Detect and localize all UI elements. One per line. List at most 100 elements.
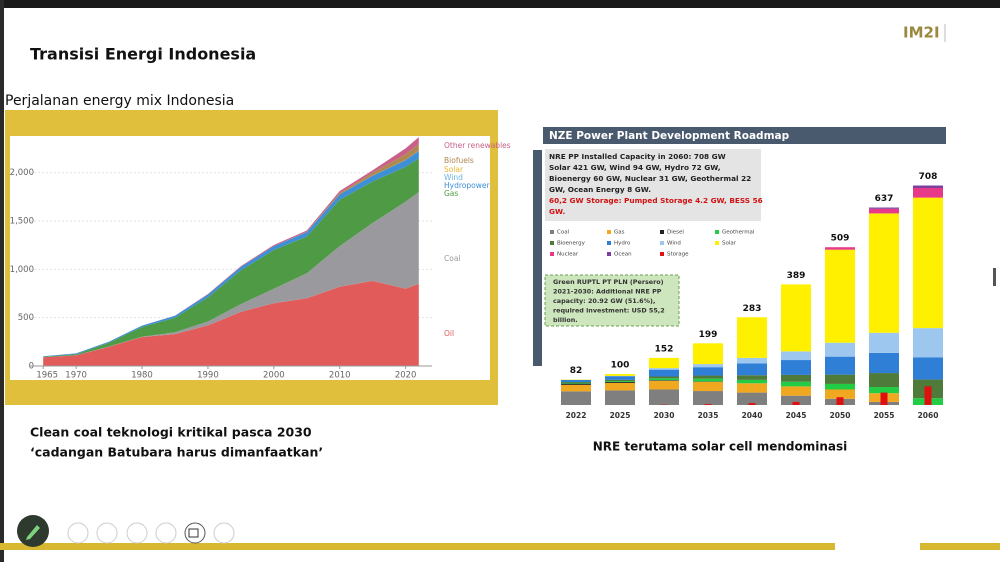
roadmap-chart: NRE PP Installed Capacity in 2060: 708 G… [549,152,943,420]
y-tick-label: 2,000 [10,168,34,178]
bar-segment [737,317,767,358]
energy-mix-chart: 05001,0001,5002,000196519701980199020002… [10,137,511,381]
bar-segment [825,389,855,399]
bar-segment [649,376,679,379]
legend-swatch [607,252,611,256]
ruptl-line: 2021-2030: Additional NRE PP [553,288,662,296]
legend-swatch [660,252,664,256]
area-series [43,280,419,366]
bar-segment [869,352,899,374]
bar-segment [693,364,723,368]
bar-segment [605,376,635,380]
storage-note: 60,2 GW Storage: Pumped Storage 4.2 GW, … [549,196,763,205]
legend-label: Nuclear [557,252,579,258]
bar-segment [561,391,591,405]
bar-segment [781,351,811,361]
bar-segment [869,387,899,394]
storage-bar [792,401,800,405]
y-tick-label: 1,500 [10,217,34,227]
ruptl-line: Green RUPTL PT PLN (Persero) [553,278,664,286]
bar-segment [649,368,679,370]
bar-segment [825,249,855,343]
x-tick-label: 1970 [65,371,87,381]
bottom-strip [920,543,1000,550]
total-label: 509 [831,234,850,244]
bar-segment [561,383,591,385]
bar-segment [869,208,899,214]
total-label: 199 [699,330,718,340]
bar-segment [913,197,943,329]
tool-button[interactable] [126,522,148,544]
bar-segment [825,383,855,390]
legend-label: Hydro [614,241,631,247]
x-tick-label: 2000 [263,371,285,381]
bar-segment [913,185,943,188]
pen-icon [26,525,40,540]
legend-label: Geothermal [722,230,755,236]
subtitle: Perjalanan energy mix Indonesia [5,93,234,109]
legend-swatch [607,241,611,245]
y-tick-label: 500 [18,313,34,323]
legend-label: Wind [667,241,681,247]
legend-swatch [715,241,719,245]
ruptl-line: capacity: 20.92 GW (51.6%), [553,297,655,305]
bar-segment [781,381,811,387]
right-caption: NRE terutama solar cell mendominasi [593,440,848,454]
x-tick-label: 1980 [131,371,153,381]
slide-title: Transisi Energi Indonesia [30,45,256,64]
x-tick-label: 2045 [786,411,807,420]
bar-segment [693,367,723,376]
legend-swatch [607,230,611,234]
bar-segment [605,390,635,405]
bar-segment [781,374,811,382]
total-label: 637 [875,194,894,204]
legend-label: Diesel [667,230,684,236]
total-label: 389 [787,271,806,281]
total-label: 708 [919,172,938,182]
bar-segment [737,363,767,376]
total-label: 283 [743,304,762,314]
tool-button[interactable] [213,522,235,544]
camera-button[interactable] [184,522,206,544]
bar-segment [825,356,855,375]
storage-bar [880,392,888,405]
tool-button[interactable] [67,522,89,544]
storage-bar [836,397,844,405]
bar-segment [737,379,767,384]
bar-segment [781,284,811,352]
tool-button[interactable] [155,522,177,544]
legend-swatch [715,230,719,234]
bottom-strip [0,543,835,550]
series-label: Oil [444,329,454,338]
series-label: Biofuels [444,156,474,165]
top-edge [0,0,1000,8]
bar-segment [737,375,767,380]
area-series [43,192,419,358]
info-line: Bioenergy 60 GW, Nuclear 31 GW, Geotherm… [549,174,751,183]
info-line: NRE PP Installed Capacity in 2060: 708 G… [549,152,726,161]
x-tick-label: 2022 [566,411,587,420]
logo: IM2I [903,24,940,42]
bar-segment [605,379,635,382]
bar-segment [781,395,811,405]
x-tick-label: 2030 [654,411,675,420]
tool-button[interactable] [96,522,118,544]
bar-segment [825,342,855,357]
decor-bar [533,150,542,366]
x-tick-label: 2060 [918,411,939,420]
info-box [545,149,761,221]
x-tick-label: 2020 [395,371,417,381]
legend-swatch [550,241,554,245]
series-label: Other renewables [444,141,511,150]
left-edge [0,0,4,562]
bar-segment [913,328,943,358]
total-label: 100 [611,361,630,371]
x-tick-label: 2040 [742,411,763,420]
bar-segment [649,380,679,390]
legend-label: Gas [614,230,625,236]
area-series [43,158,419,358]
bar-segment [737,357,767,364]
bar-segment [781,360,811,375]
ruptl-line: billion. [553,316,578,324]
x-tick-label: 1990 [197,371,219,381]
